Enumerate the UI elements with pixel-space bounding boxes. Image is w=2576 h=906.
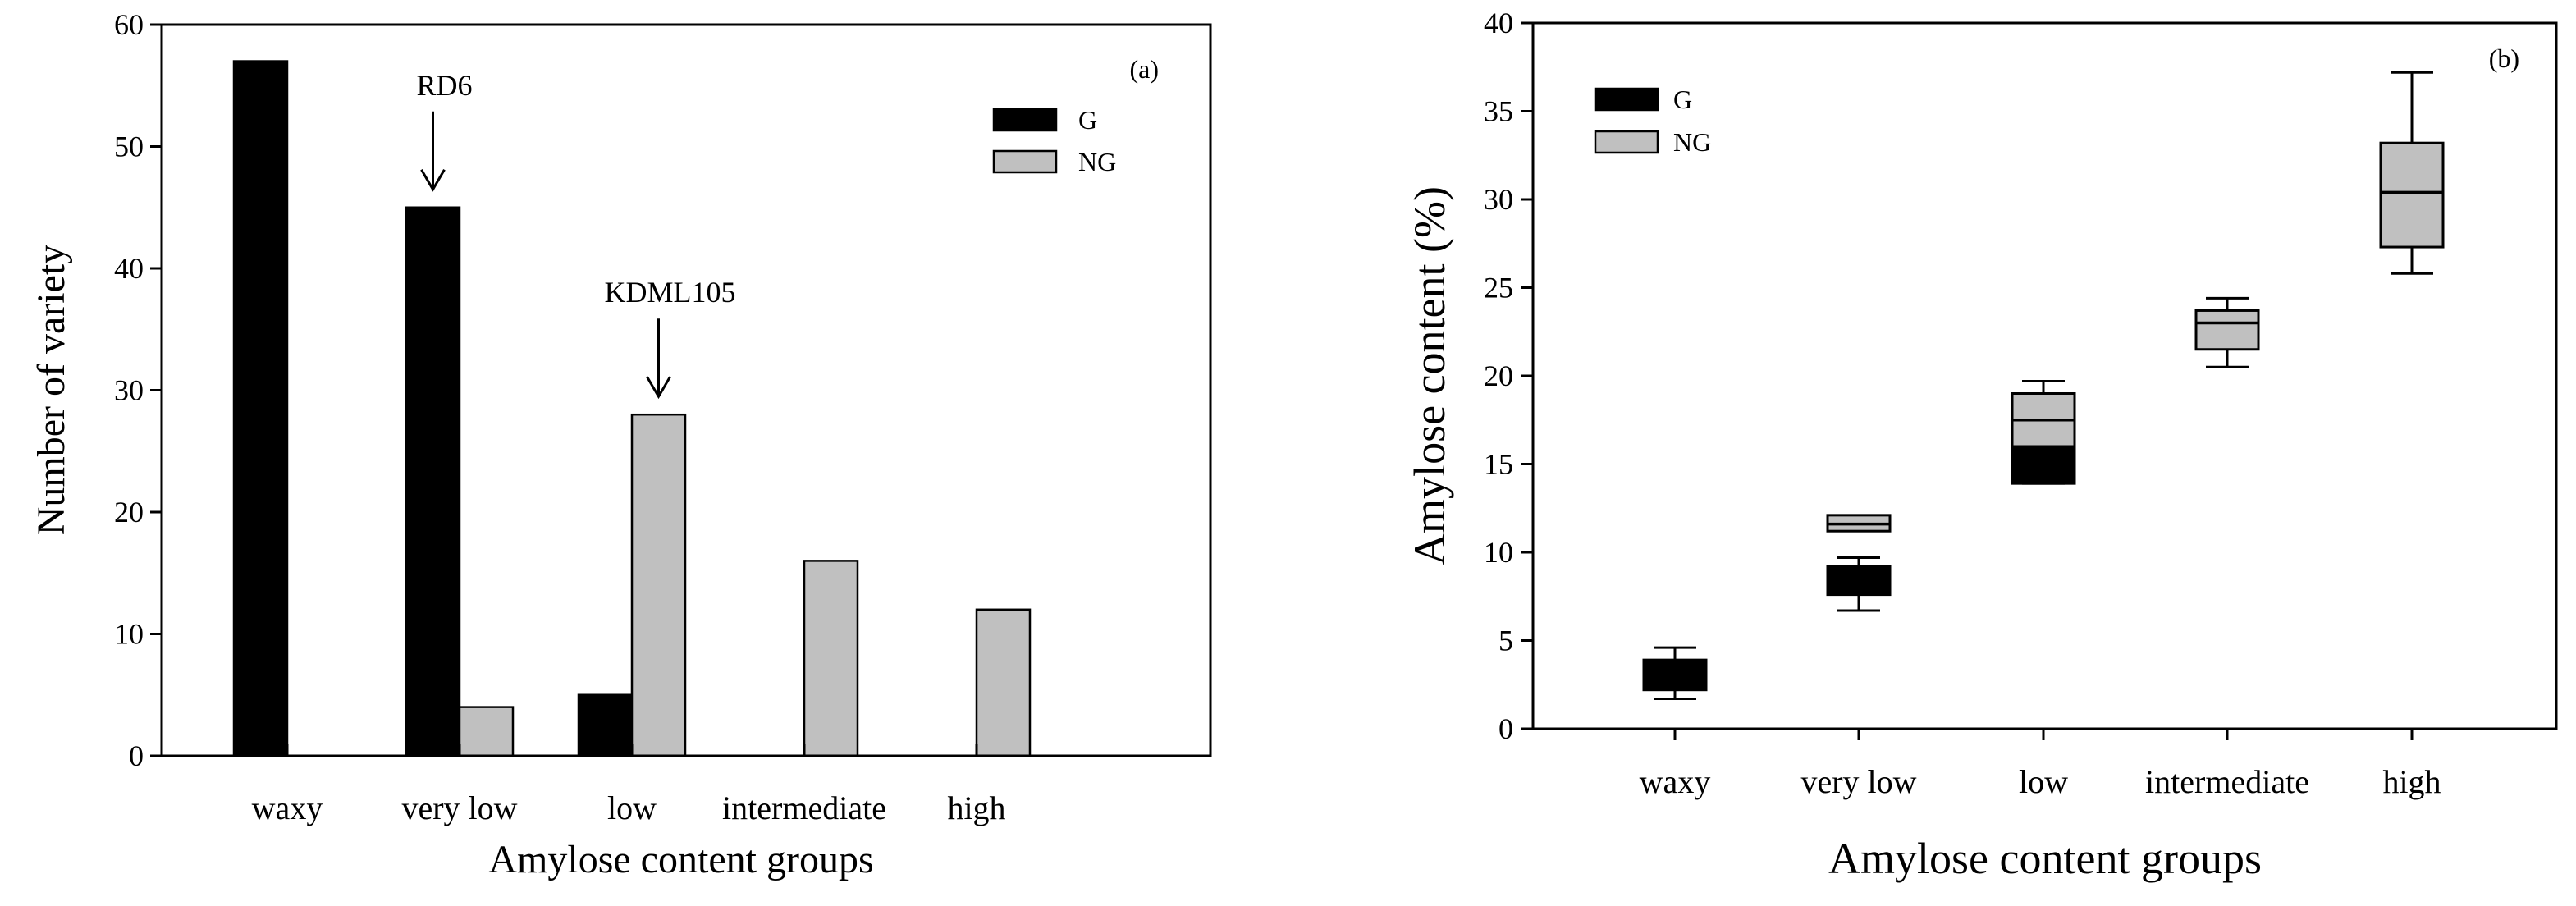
box-ng-intermediate — [2194, 309, 2260, 351]
box-group-g-waxy — [1642, 646, 1708, 700]
x-category-label-waxy: waxy — [1640, 763, 1711, 800]
x-category-label-low: low — [2019, 763, 2068, 800]
y-tick-label-40: 40 — [1484, 7, 1513, 39]
legend-swatch-g — [1594, 87, 1659, 112]
x-category-label-intermediate: intermediate — [722, 789, 886, 826]
panel-a-annotations: RD6 KDML105 — [416, 69, 736, 400]
legend-label-ng: NG — [1078, 147, 1116, 176]
box-group-ng-low — [2011, 379, 2076, 485]
panel-b-box-plot: 0 5 10 15 20 25 30 35 40 waxy very low low intermedi… — [1405, 7, 2558, 883]
y-tick-label-20: 20 — [114, 496, 144, 528]
y-tick-label-35: 35 — [1484, 95, 1513, 128]
bar-ng-low — [630, 413, 687, 757]
x-category-label-high: high — [2382, 763, 2441, 800]
panel-b-y-axis-title: Amylose content (%) — [1405, 186, 1454, 565]
y-tick-label-40: 40 — [114, 252, 144, 285]
annotation-rd6: RD6 — [416, 69, 472, 102]
bar-ng-very-low — [458, 706, 515, 757]
legend-label-g: G — [1078, 105, 1097, 135]
bar-ng-high — [975, 608, 1032, 757]
panel-b-axes: 0 5 10 15 20 25 30 35 40 waxy very low low intermedi… — [1484, 7, 2558, 800]
box-group-ng-high — [2379, 71, 2445, 275]
legend-swatch-ng — [1594, 130, 1659, 154]
y-tick-label-60: 60 — [114, 8, 144, 41]
panel-a-legend: G NG — [992, 105, 1116, 176]
y-tick-label-0: 0 — [1498, 712, 1513, 745]
panel-a-y-axis-title: Number of variety — [30, 245, 73, 536]
panel-a-x-axis-title: Amylose content groups — [488, 838, 873, 881]
y-tick-label-10: 10 — [114, 618, 144, 651]
bar-g-low — [577, 693, 634, 757]
legend-label-ng: NG — [1673, 127, 1711, 157]
annotation-kdml105: KDML105 — [605, 276, 736, 309]
panel-b-x-axis-title: Amylose content groups — [1828, 834, 2262, 883]
y-tick-label-25: 25 — [1484, 272, 1513, 304]
x-category-label-intermediate: intermediate — [2145, 763, 2309, 800]
y-tick-label-50: 50 — [114, 130, 144, 163]
y-tick-label-30: 30 — [1484, 183, 1513, 216]
box-group-g-very-low — [1826, 556, 1892, 612]
box-ng-high — [2379, 141, 2445, 249]
panel-a-axes: 0 10 20 30 40 50 60 waxy very low low intermediate… — [114, 8, 1212, 826]
legend-swatch-ng — [992, 149, 1058, 174]
y-tick-label-20: 20 — [1484, 359, 1513, 392]
bar-ng-intermediate — [803, 560, 859, 757]
y-tick-label-15: 15 — [1484, 448, 1513, 481]
legend-label-g: G — [1673, 85, 1692, 114]
y-tick-label-30: 30 — [114, 374, 144, 407]
x-category-label-very-low: very low — [1800, 763, 1916, 800]
annotation-arrow-head-kdml105 — [646, 376, 671, 400]
box-group-ng-intermediate — [2194, 296, 2260, 368]
x-category-label-waxy: waxy — [252, 789, 323, 826]
y-tick-label-5: 5 — [1498, 625, 1513, 657]
x-category-label-low: low — [607, 789, 657, 826]
panel-b-label: (b) — [2489, 43, 2519, 73]
annotation-arrow-head-rd6 — [420, 168, 446, 192]
panel-a-bar-chart: 0 10 20 30 40 50 60 waxy very low low intermediate… — [30, 8, 1212, 881]
legend-swatch-g — [992, 108, 1058, 132]
panel-a-bars — [232, 60, 1032, 757]
panel-a-label: (a) — [1129, 54, 1159, 84]
panel-b-legend: G NG — [1594, 85, 1711, 157]
bar-g-waxy — [232, 60, 289, 757]
box-group-ng-very-low — [1826, 514, 1892, 533]
y-tick-label-10: 10 — [1484, 536, 1513, 569]
panel-b-boxes — [1642, 71, 2445, 700]
x-category-label-high: high — [947, 789, 1005, 826]
bar-g-very-low — [405, 206, 461, 757]
x-category-label-very-low: very low — [401, 789, 517, 826]
y-tick-label-0: 0 — [129, 739, 144, 772]
